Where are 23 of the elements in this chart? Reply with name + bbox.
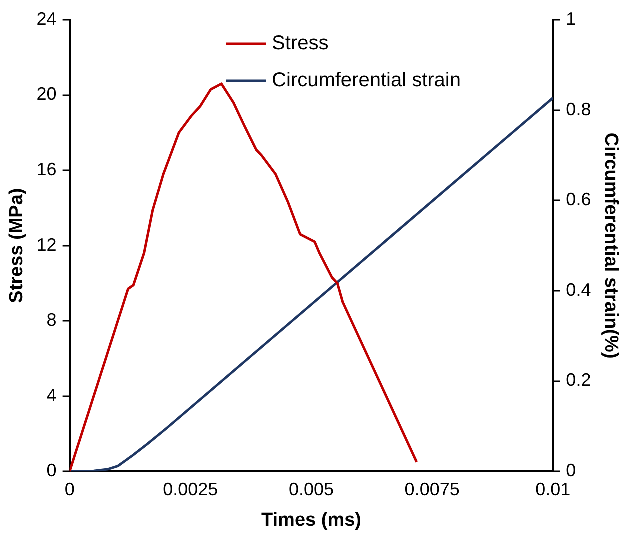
y2-tick-label: 0.2: [566, 370, 592, 390]
x-tick-label: 0: [64, 479, 75, 500]
y2-tick-label: 0.6: [566, 190, 592, 210]
y-tick-label: 0: [46, 460, 57, 481]
y2-tick-label: 0: [566, 460, 576, 481]
legend-label: Circumferential strain: [272, 70, 461, 92]
y-tick-label: 24: [36, 8, 57, 29]
x-axis-title: Times (ms): [262, 510, 362, 531]
x-tick-label: 0.0075: [404, 479, 460, 500]
y2-tick-label: 0.8: [566, 99, 592, 120]
x-tick-label: 0.01: [536, 479, 571, 500]
y-tick-label: 4: [46, 385, 57, 406]
y-tick-label: 20: [36, 84, 57, 104]
y2-tick-label: 1: [566, 8, 576, 29]
legend-label: Stress: [272, 32, 329, 55]
y2-tick-label: 0.4: [566, 280, 592, 300]
y-tick-label: 12: [36, 234, 57, 255]
y-axis-title: Stress (MPa): [6, 188, 28, 304]
y-tick-label: 8: [46, 310, 57, 330]
y2-axis-title: Circumferential strain(%): [600, 132, 622, 359]
y-tick-label: 16: [36, 160, 57, 180]
x-tick-label: 0.0025: [163, 479, 218, 500]
x-tick-label: 0.005: [288, 479, 334, 500]
